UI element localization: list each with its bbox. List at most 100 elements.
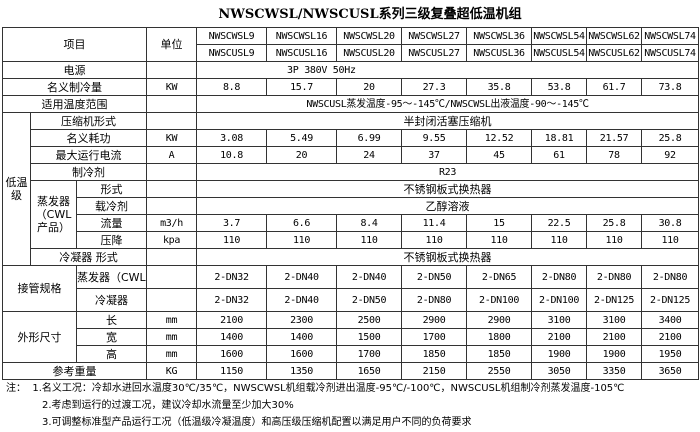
value-cell: 2100 [531,328,588,346]
value-cell: 2-DN100 [531,288,588,312]
cell [146,248,198,266]
value-cell: 53.8 [531,78,588,96]
value-cell: 2150 [401,362,468,380]
value-cell: 92 [641,146,700,164]
model-header: NWSCWSL36 [466,27,533,45]
cell [146,163,198,181]
value-cell: 1800 [466,328,533,346]
value-cell: 110 [266,231,338,249]
value-cell: 45 [466,146,533,164]
value-cell: 3.7 [196,214,268,232]
table-row: 高 mm 1600 1600 1700 1850 1850 1900 1900 1950 [3,345,700,363]
value-cell: 110 [586,231,643,249]
value-cell: 2-DN65 [466,265,533,289]
value-cell: 2-DN80 [401,288,468,312]
value-cell: 2-DN50 [401,265,468,289]
value-cell: 3650 [641,362,700,380]
value-cell: 2-DN40 [266,288,338,312]
table-row: 制冷剂 R23 [3,163,700,181]
value-cell: 2100 [196,311,268,329]
value-cell: 3050 [531,362,588,380]
table-row: 适用温度范围 NWSCUSL蒸发温度-95～-145℃/NWSCWSL出液温度-9… [1,95,700,113]
value-cell: 73.8 [641,78,700,96]
value-cell: 110 [196,231,268,249]
notes-prefix: 注： [6,383,26,394]
value-cell: 110 [401,231,468,249]
value-cell: 2100 [586,328,643,346]
value-cell: 22.5 [531,214,588,232]
table-row: 电源 3P 380V 50Hz [1,61,700,79]
model-header: NWSCWSL16 [266,27,338,45]
value-cell: 2-DN125 [641,288,700,312]
value-cell: 2900 [401,311,468,329]
row-label: 压降 [75,231,148,249]
value-cell: 2100 [641,328,700,346]
value-cell: 2-DN40 [266,265,338,289]
span-value: 3P 380V 50Hz [196,61,700,79]
value-cell: 20 [266,146,338,164]
note-2: 2.考虑到运行的过渡工况，建议冷却水流量至少加大30% [42,400,294,411]
table-row: 项目 单位 NWSCWSL9 NWSCWSL16 NWSCWSL20 NWSCWSL27 N… [1,27,700,62]
value-cell: 24 [336,146,403,164]
value-cell: 6.99 [336,129,403,147]
row-label: 载冷剂 [75,197,148,215]
value-cell: 110 [466,231,533,249]
table-row: 参考重量 KG 1150 1350 1650 2150 2550 3050 3350 3650 [1,362,700,380]
table-row: 流量 m3/h 3.7 6.6 8.4 11.4 15 22.5 25.8 30.8 [3,214,700,232]
unit-cell: KW [146,129,198,147]
span-value: NWSCUSL蒸发温度-95～-145℃/NWSCWSL出液温度-90～-145… [196,95,700,113]
span-value: R23 [196,163,700,181]
value-cell: 1500 [336,328,403,346]
value-cell: 2-DN32 [196,288,268,312]
value-cell: 3100 [531,311,588,329]
value-cell: 6.6 [266,214,338,232]
value-cell: 2-DN40 [336,265,403,289]
group-label: 低温级 [2,112,31,266]
value-cell: 1950 [641,345,700,363]
value-cell: 3350 [586,362,643,380]
table-row: 压降 kpa 110 110 110 110 110 110 110 110 [3,231,700,249]
model-header: NWSCUSL9 [196,44,268,62]
value-cell: 2-DN80 [641,265,700,289]
table-row: 宽 mm 1400 1400 1500 1700 1800 2100 2100 2100 [3,328,700,346]
model-header: NWSCUSL74 [641,44,700,62]
value-cell: 1600 [266,345,338,363]
row-label: 冷凝器 [75,288,148,312]
cell [146,265,198,289]
value-cell: 1700 [401,328,468,346]
unit-cell: KW [146,78,198,96]
unit-cell: kpa [146,231,198,249]
unit-header: 单位 [146,27,198,62]
unit-cell: mm [146,345,198,363]
value-cell: 1400 [196,328,268,346]
row-label: 高 [75,345,148,363]
table-row: 外形尺寸长 mm 2100 2300 2500 2900 2900 3100 3100 3400 [2,311,700,363]
value-cell: 2500 [336,311,403,329]
value-cell: 1900 [586,345,643,363]
value-cell: 8.8 [196,78,268,96]
row-label: 名义耗功 [29,129,148,147]
value-cell: 8.4 [336,214,403,232]
model-header: NWSCUSL36 [466,44,533,62]
model-header: NWSCWSL27 [401,27,468,45]
span-value: 不锈钢板式换热器 [196,180,700,198]
row-label: 蒸发器（CWL） [75,265,148,289]
value-cell: 1350 [266,362,338,380]
value-cell: 2900 [466,311,533,329]
value-cell: 1600 [196,345,268,363]
value-cell: 1150 [196,362,268,380]
value-cell: 1850 [466,345,533,363]
value-cell: 37 [401,146,468,164]
model-header: NWSCWSL54 [531,27,588,45]
value-cell: 110 [336,231,403,249]
value-cell: 1400 [266,328,338,346]
model-header: NWSCWSL20 [336,27,403,45]
value-cell: 2300 [266,311,338,329]
model-header: NWSCWSL62 [586,27,643,45]
model-header: NWSCUSL54 [531,44,588,62]
value-cell: 2550 [466,362,533,380]
span-value: 乙醇溶液 [196,197,700,215]
value-cell: 2-DN100 [466,288,533,312]
model-header: NWSCUSL16 [266,44,338,62]
value-cell: 1900 [531,345,588,363]
